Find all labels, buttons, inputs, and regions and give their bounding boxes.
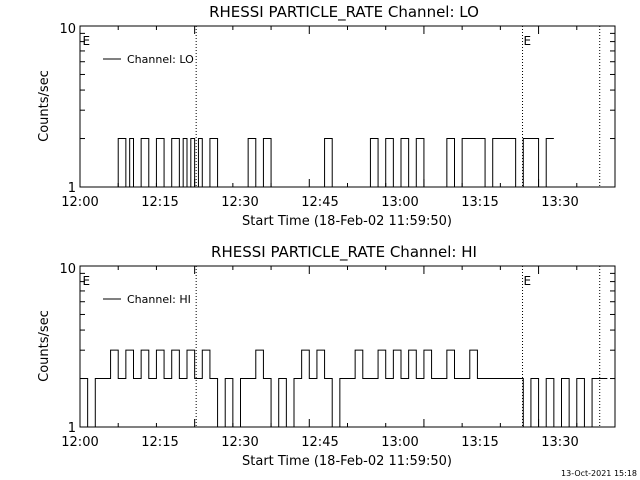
series-line bbox=[80, 349, 608, 428]
series-line bbox=[110, 138, 554, 188]
x-ticks bbox=[79, 266, 616, 427]
plot-frame bbox=[79, 25, 616, 188]
event-marker-label: E bbox=[524, 34, 532, 48]
y-axis-label: Counts/sec bbox=[37, 310, 52, 382]
y-tick-label: 1 bbox=[68, 181, 76, 196]
chart-title: RHESSI PARTICLE_RATE Channel: LO bbox=[209, 3, 479, 22]
legend: Channel: HI bbox=[103, 293, 191, 306]
x-tick-label: 12:15 bbox=[141, 435, 178, 450]
legend-label: Channel: LO bbox=[127, 53, 194, 66]
event-marker-label: E bbox=[524, 274, 532, 288]
x-tick-label: 12:45 bbox=[301, 195, 338, 210]
legend-label: Channel: HI bbox=[127, 293, 191, 306]
event-marker-label: E bbox=[83, 274, 91, 288]
x-ticks bbox=[79, 26, 616, 187]
x-tick-labels: 12:00 12:15 12:30 12:45 13:00 13:15 13:3… bbox=[61, 435, 578, 450]
x-tick-label: 12:00 bbox=[61, 435, 98, 450]
x-tick-label: 13:15 bbox=[461, 195, 498, 210]
x-tick-label: 12:30 bbox=[221, 435, 258, 450]
x-tick-label: 13:15 bbox=[461, 435, 498, 450]
x-tick-label: 13:30 bbox=[541, 195, 578, 210]
x-tick-label: 12:45 bbox=[301, 435, 338, 450]
y-axis-label: Counts/sec bbox=[37, 70, 52, 142]
y-tick-label: 10 bbox=[59, 22, 76, 37]
x-tick-label: 13:00 bbox=[381, 195, 418, 210]
x-tick-labels: 12:00 12:15 12:30 12:45 13:00 13:15 13:3… bbox=[61, 195, 578, 210]
x-axis-label: Start Time (18-Feb-02 11:59:50) bbox=[242, 454, 452, 469]
x-tick-label: 13:30 bbox=[541, 435, 578, 450]
y-tick-label: 10 bbox=[59, 262, 76, 277]
y-tick-label: 1 bbox=[68, 421, 76, 436]
timestamp: 13-Oct-2021 15:18 bbox=[561, 469, 637, 478]
x-axis-label: Start Time (18-Feb-02 11:59:50) bbox=[242, 214, 452, 229]
y-ticks bbox=[80, 32, 615, 140]
chart-title: RHESSI PARTICLE_RATE Channel: HI bbox=[211, 243, 477, 262]
chart-panel-hi: RHESSI PARTICLE_RATE Channel: HI Counts/… bbox=[37, 243, 616, 469]
y-tick-labels: 1 10 bbox=[59, 22, 76, 196]
legend: Channel: LO bbox=[103, 53, 194, 66]
plot-frame bbox=[79, 265, 616, 428]
x-tick-label: 12:30 bbox=[221, 195, 258, 210]
y-ticks bbox=[80, 272, 615, 380]
chart-panel-lo: RHESSI PARTICLE_RATE Channel: LO Counts/… bbox=[37, 3, 616, 229]
event-marker-label: E bbox=[83, 34, 91, 48]
y-tick-labels: 1 10 bbox=[59, 262, 76, 436]
x-tick-label: 13:00 bbox=[381, 435, 418, 450]
x-tick-label: 12:00 bbox=[61, 195, 98, 210]
x-tick-label: 12:15 bbox=[141, 195, 178, 210]
